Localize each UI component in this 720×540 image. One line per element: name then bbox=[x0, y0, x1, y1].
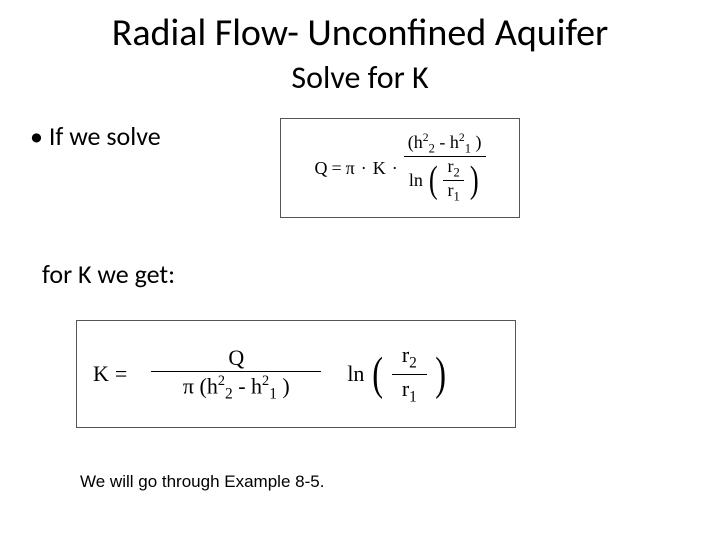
eq1-h1: h bbox=[450, 132, 459, 152]
eq2-h2-exp: 2 bbox=[218, 373, 225, 389]
eq1-fraction: (h22 - h21 ) ln ( r2 r1 ) bbox=[404, 132, 486, 203]
eq2-r1-sub: 1 bbox=[409, 388, 417, 405]
eq2-lparen: ( bbox=[373, 356, 384, 393]
eq2-pi: π bbox=[183, 373, 194, 398]
note-example-8-5: We will go through Example 8-5. bbox=[80, 472, 324, 492]
eq1-denominator: ln ( r2 r1 ) bbox=[405, 157, 485, 204]
eq2-lhs: K bbox=[93, 361, 109, 387]
eq2-r-fraction: r2 r1 bbox=[392, 341, 427, 407]
equation-k-box: K = Q π (h22 - h21 ) ln ( r2 r1 ) bbox=[76, 320, 516, 428]
equation-k: K = Q π (h22 - h21 ) ln ( r2 r1 ) bbox=[93, 341, 448, 407]
slide: Radial Flow- Unconfined Aquifer Solve fo… bbox=[0, 0, 720, 540]
eq1-lparen: ( bbox=[429, 165, 438, 195]
eq2-main-fraction: Q π (h22 - h21 ) bbox=[151, 344, 321, 405]
eq2-denominator: π (h22 - h21 ) bbox=[151, 372, 321, 405]
eq1-h1-sub: 1 bbox=[465, 142, 471, 156]
text-for-k-we-get: for K we get: bbox=[42, 258, 175, 290]
slide-title: Radial Flow- Unconfined Aquifer bbox=[0, 10, 720, 56]
eq1-h2: h bbox=[414, 132, 423, 152]
eq1-r2-sub: 2 bbox=[453, 166, 459, 180]
eq1-r1-sub: 1 bbox=[453, 190, 459, 204]
eq1-minus: - bbox=[439, 132, 445, 152]
slide-subtitle: Solve for K bbox=[0, 58, 720, 97]
eq1-dot1: · bbox=[359, 158, 369, 179]
eq1-rparen: ) bbox=[470, 165, 479, 195]
eq2-numerator: Q bbox=[151, 344, 321, 372]
equation-q-box: Q = π · K · (h22 - h21 ) ln ( r2 bbox=[280, 118, 520, 218]
eq1-K: K bbox=[373, 158, 386, 179]
eq2-rparen: ) bbox=[435, 356, 446, 393]
eq1-lhs: Q bbox=[314, 158, 327, 179]
bullet-if-we-solve: If we solve bbox=[30, 120, 161, 152]
eq2-h1-sub: 1 bbox=[269, 385, 277, 402]
eq2-ln: ln bbox=[347, 361, 364, 387]
eq1-dot2: · bbox=[390, 158, 400, 179]
eq1-r-fraction: r2 r1 bbox=[443, 157, 463, 204]
eq2-h1: h bbox=[251, 373, 262, 398]
eq2-h2: h bbox=[207, 373, 218, 398]
eq1-equals: = bbox=[331, 158, 341, 179]
eq2-minus: - bbox=[238, 373, 245, 398]
eq1-pi: π bbox=[346, 158, 355, 179]
eq2-r2-sub: 2 bbox=[409, 354, 417, 371]
eq1-h2-sub: 2 bbox=[429, 142, 435, 156]
eq2-h2-sub: 2 bbox=[225, 385, 233, 402]
eq1-ln: ln bbox=[409, 171, 423, 190]
eq1-numerator: (h22 - h21 ) bbox=[404, 132, 486, 157]
eq2-equals: = bbox=[115, 361, 127, 387]
equation-q: Q = π · K · (h22 - h21 ) ln ( r2 bbox=[314, 132, 485, 203]
